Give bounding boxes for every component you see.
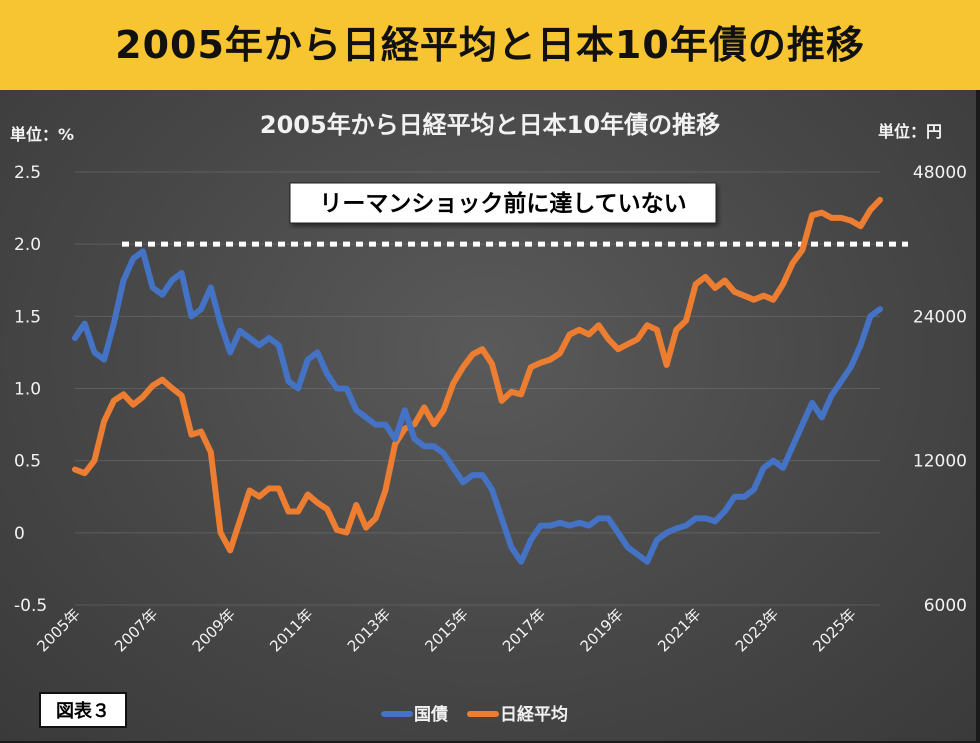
title-banner	[0, 0, 980, 90]
legend: 国債 日経平均	[381, 704, 568, 725]
x-tick-label: 2023年	[732, 605, 782, 655]
legend-label-nikkei: 日経平均	[500, 704, 568, 725]
series-line-bond	[72, 248, 883, 565]
series-lines	[72, 196, 883, 565]
left-tick-label: 2.0	[14, 235, 41, 255]
x-axis-ticks: 2005年 2007年 2009年 2011年 2013年 2015年 2017年 2019年…	[33, 605, 859, 655]
gridlines	[75, 171, 880, 606]
x-tick-label: 2017年	[499, 605, 549, 655]
annotation-box	[289, 182, 717, 224]
right-axis-unit-label: 単位：円	[878, 122, 942, 141]
left-tick-label: -0.5	[14, 596, 47, 616]
figure-label: 図表３	[56, 700, 110, 722]
right-tick-label: 6000	[924, 596, 967, 616]
x-tick-label: 2025年	[809, 605, 859, 655]
x-tick-label: 2021年	[654, 605, 704, 655]
right-tick-label: 48000	[913, 163, 967, 183]
x-tick-label: 2015年	[421, 605, 471, 655]
x-tick-label: 2013年	[344, 605, 394, 655]
right-axis-ticks: 48000 24000 12000 6000	[913, 163, 967, 616]
legend-label-bond: 国債	[414, 704, 448, 725]
right-tick-label: 24000	[913, 307, 967, 327]
left-tick-label: 0.5	[14, 452, 41, 472]
right-tick-label: 12000	[913, 452, 967, 472]
left-tick-label: 1.0	[14, 380, 41, 400]
banner-title: 2005年から日経平均と日本10年債の推移	[115, 23, 865, 67]
chart-title: 2005年から日経平均と日本10年債の推移	[260, 111, 720, 139]
x-tick-label: 2007年	[111, 605, 161, 655]
left-axis-unit-label: 単位：%	[10, 125, 74, 144]
left-axis-ticks: 2.5 2.0 1.5 1.0 0.5 0 -0.5	[14, 163, 47, 616]
left-tick-label: 0	[14, 524, 25, 544]
annotation-text: リーマンショック前に達していない	[319, 190, 686, 217]
series-line-nikkei	[72, 196, 883, 554]
left-tick-label: 2.5	[14, 163, 41, 183]
x-tick-label: 2019年	[577, 605, 627, 655]
x-tick-label: 2009年	[189, 605, 239, 655]
figure-label-box	[39, 692, 127, 728]
x-tick-label: 2011年	[266, 605, 316, 655]
left-tick-label: 1.5	[14, 307, 41, 327]
